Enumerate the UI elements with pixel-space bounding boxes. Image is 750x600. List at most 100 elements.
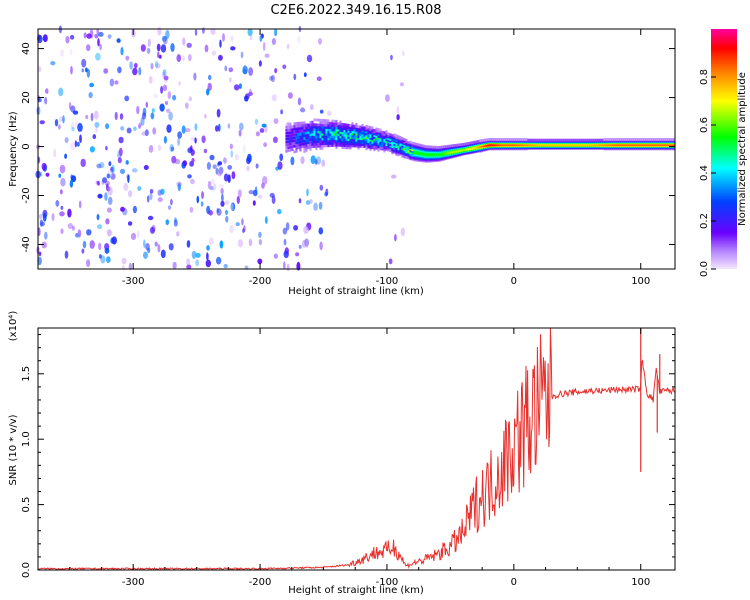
heatmap-cell: [152, 127, 157, 135]
heatmap-cell: [609, 138, 612, 141]
heatmap-cell: [218, 184, 225, 189]
heatmap-cell: [94, 121, 100, 128]
heatmap-cell: [295, 252, 300, 257]
heatmap-cell: [343, 144, 346, 147]
heatmap-cell: [291, 142, 294, 146]
heatmap-cell: [375, 134, 378, 138]
heatmap-cell: [315, 130, 318, 134]
heatmap-cell: [363, 139, 366, 143]
heatmap-cell: [373, 134, 376, 137]
heatmap-cell: [195, 252, 201, 258]
heatmap-cell: [295, 122, 298, 125]
heatmap-cell: [230, 202, 236, 211]
heatmap-cell: [381, 139, 384, 143]
heatmap-cell: [39, 120, 45, 125]
heatmap-cell: [44, 96, 48, 105]
colorbar-ticks: 0.0 0.2 0.4 0.6 0.8: [699, 69, 716, 277]
heatmap-cell: [227, 123, 231, 129]
heatmap-cell: [435, 145, 438, 149]
heatmap-cell: [307, 136, 310, 139]
heatmap-cell: [212, 164, 217, 170]
heatmap-cell: [383, 136, 386, 140]
heatmap-cell: [381, 146, 384, 149]
heatmap-cell: [377, 135, 380, 138]
heatmap-cell: [321, 135, 324, 139]
heatmap-cell: [367, 127, 370, 131]
heatmap-cell: [111, 236, 118, 245]
heatmap-cell: [303, 150, 306, 153]
heatmap-cell: [157, 144, 161, 152]
heatmap-cell: [264, 53, 270, 58]
heatmap-cell: [365, 132, 368, 136]
heatmap-cell: [303, 226, 309, 234]
heatmap-cell: [124, 95, 130, 102]
heatmap-cell: [89, 82, 94, 88]
heatmap-cell: [403, 143, 406, 147]
heatmap-cell: [171, 155, 177, 164]
heatmap-cell: [379, 133, 382, 137]
heatmap-cell: [44, 231, 48, 240]
heatmap-cell: [363, 141, 366, 145]
heatmap-cell: [204, 113, 207, 119]
heatmap-cell: [97, 193, 103, 199]
heatmap-cell: [311, 137, 314, 141]
heatmap-cell: [289, 140, 292, 143]
heatmap-cell: [385, 136, 388, 140]
heatmap-cell: [349, 130, 352, 133]
heatmap-cell: [60, 177, 66, 187]
heatmap-cell: [631, 138, 634, 141]
heatmap-cell: [355, 129, 358, 132]
heatmap-cell: [363, 130, 366, 133]
heatmap-cell: [375, 129, 378, 133]
heatmap-cell: [321, 121, 324, 125]
heatmap-cell: [349, 146, 352, 150]
heatmap-cell: [449, 144, 452, 148]
heatmap-cell: [239, 122, 244, 131]
heatmap-cell: [329, 142, 332, 145]
heatmap-cell: [369, 146, 372, 149]
heatmap-cell: [511, 138, 514, 141]
heatmap-cell: [355, 142, 358, 146]
heatmap-cell: [343, 125, 346, 129]
heatmap-cell: [223, 157, 227, 164]
heatmap-cell: [391, 143, 394, 147]
heatmap-cell: [399, 152, 402, 156]
heatmap-cell: [309, 198, 313, 204]
heatmap-cell: [333, 126, 336, 130]
heatmap-cell: [343, 146, 346, 150]
spectrogram-y-axis: -40 -20 0 20 40: [21, 42, 675, 253]
heatmap-cell: [349, 142, 352, 146]
heatmap-cell: [403, 155, 406, 159]
heatmap-cell: [343, 140, 346, 143]
heatmap-cell: [277, 208, 282, 215]
heatmap-cell: [325, 121, 328, 125]
heatmap-cell: [587, 138, 590, 142]
heatmap-cell: [219, 240, 224, 249]
heatmap-cell: [333, 122, 336, 125]
heatmap-cell: [216, 208, 222, 216]
heatmap-cell: [186, 42, 192, 48]
heatmap-cell: [325, 133, 328, 136]
heatmap-cell: [319, 123, 322, 127]
heatmap-cell: [341, 146, 344, 149]
heatmap-cell: [377, 133, 380, 137]
heatmap-cell: [431, 145, 434, 149]
heatmap-cell: [80, 158, 86, 168]
heatmap-cell: [167, 205, 172, 210]
heatmap-cell: [311, 120, 314, 124]
heatmap-cell: [104, 247, 110, 254]
heatmap-cell: [289, 142, 292, 146]
heatmap-cell: [367, 138, 370, 142]
heatmap-cell: [147, 247, 151, 254]
heatmap-cell: [285, 134, 288, 138]
heatmap-cell: [273, 253, 278, 259]
heatmap-cell: [339, 120, 342, 124]
heatmap-cell: [81, 68, 85, 73]
heatmap-cell: [389, 138, 392, 141]
heatmap-cell: [178, 81, 181, 86]
heatmap-cell: [343, 127, 346, 131]
heatmap-cell: [209, 237, 214, 245]
heatmap-cell: [313, 137, 316, 141]
heatmap-cell: [361, 125, 364, 129]
heatmap-cell: [353, 128, 356, 132]
